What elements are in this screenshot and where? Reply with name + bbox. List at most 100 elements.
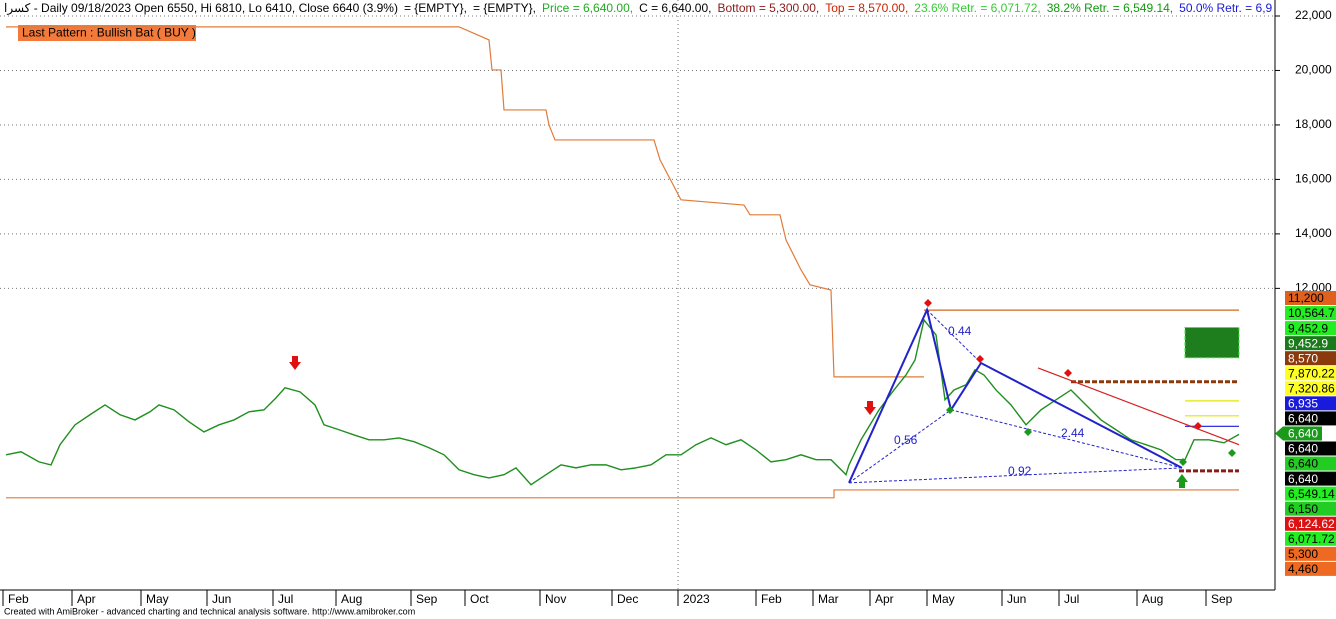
price-series	[6, 489, 1239, 499]
x-tick-label: Jun	[212, 592, 231, 606]
header: كسرا - Daily 09/18/2023 Open 6550, Hi 68…	[4, 1, 1272, 16]
pattern-label: Last Pattern : Bullish Bat ( BUY )	[22, 26, 196, 40]
price-label-text: 6,640	[1288, 442, 1318, 456]
price-label	[1285, 321, 1336, 336]
pivot-diamond	[1064, 369, 1072, 377]
ratio-label: 0.44	[948, 324, 972, 338]
price-label	[1285, 381, 1336, 396]
x-tick-label: Sep	[416, 592, 438, 606]
price-label-text: 7,870.22	[1288, 366, 1335, 380]
pattern-ratio-line	[926, 309, 982, 364]
trendline	[1037, 367, 1240, 446]
footer: Created with AmiBroker - advanced charti…	[4, 606, 415, 616]
y-tick-label: 16,000	[1295, 172, 1332, 186]
ratio-label: 0.92	[1008, 464, 1032, 478]
price-label-text: 9,452.9	[1288, 336, 1328, 350]
price-label	[1285, 306, 1336, 321]
price-label	[1285, 456, 1336, 471]
y-tick-label: 14,000	[1295, 226, 1332, 240]
header-part: 38.2% Retr. = 6,549.14,	[1046, 1, 1174, 15]
price-label-text: 6,071.72	[1288, 532, 1335, 546]
price-series	[5, 318, 1240, 486]
target-zone	[1184, 326, 1240, 359]
x-tick-label: 2023	[683, 592, 710, 606]
x-tick-label: Sep	[1211, 592, 1233, 606]
price-label	[1285, 546, 1336, 561]
x-tick-label: May	[932, 592, 955, 606]
ratio-label: 0.56	[894, 433, 918, 447]
price-label	[1285, 471, 1336, 486]
x-tick-label: Aug	[341, 592, 362, 606]
y-tick-label: 18,000	[1295, 117, 1332, 131]
x-tick-label: May	[146, 592, 169, 606]
buy-arrow	[1176, 474, 1188, 488]
x-tick-label: Jun	[1007, 592, 1026, 606]
x-tick-label: Jul	[278, 592, 293, 606]
pattern-ratio-line	[848, 467, 1183, 484]
pivot-diamond	[976, 355, 984, 363]
pattern-ratio-line	[848, 409, 952, 484]
x-tick-label: Oct	[470, 592, 489, 606]
price-label	[1285, 561, 1336, 576]
header-part: Bottom = 5,300.00,	[717, 1, 820, 15]
price-label	[1285, 336, 1336, 351]
price-label	[1285, 411, 1336, 426]
pivot-diamond	[924, 299, 932, 307]
price-label-text: 5,300	[1288, 547, 1318, 561]
price-label	[1285, 366, 1336, 381]
header-part: 50.0% Retr. = 6,935	[1179, 1, 1272, 15]
header-part: C = 6,640.00,	[639, 1, 712, 15]
header-part: = {EMPTY},	[403, 1, 467, 15]
price-series	[6, 26, 924, 378]
x-tick-label: Dec	[617, 592, 638, 606]
ratio-label: 2.44	[1061, 426, 1085, 440]
y-tick-label: 22,000	[1295, 8, 1332, 22]
price-label-text: 6,124.62	[1288, 517, 1335, 531]
price-label	[1285, 486, 1336, 501]
x-tick-label: Jul	[1064, 592, 1079, 606]
price-label	[1285, 441, 1336, 456]
pivot-diamond	[1024, 428, 1032, 436]
pivot-diamond	[1194, 422, 1202, 430]
signal-markers	[289, 299, 1236, 488]
price-label-text: 9,452.9	[1288, 321, 1328, 335]
y-tick-label: 20,000	[1295, 63, 1332, 77]
x-tick-label: Apr	[875, 592, 894, 606]
header-part: Price = 6,640.00,	[542, 1, 634, 15]
price-label-text: 6,640	[1288, 412, 1318, 426]
pattern-leg	[848, 306, 1183, 484]
pivot-diamond	[1179, 458, 1187, 466]
header-part: = {EMPTY},	[472, 1, 537, 15]
x-tick-label: Feb	[8, 592, 29, 606]
pattern-label-box	[18, 25, 196, 41]
price-label-text: 6,640	[1288, 427, 1318, 441]
price-label-text: 6,935	[1288, 397, 1318, 411]
pivot-diamond	[946, 406, 954, 414]
header-part: كسرا - Daily 09/18/2023 Open 6550, Hi 68…	[4, 1, 398, 15]
sell-arrow	[289, 356, 301, 370]
price-label	[1275, 426, 1322, 441]
header-part: Top = 8,570.00,	[825, 1, 909, 15]
price-label-text: 6,150	[1288, 502, 1318, 516]
price-label-text: 8,570	[1288, 351, 1318, 365]
x-tick-label: Aug	[1142, 592, 1163, 606]
price-label	[1285, 531, 1336, 546]
x-tick-label: Apr	[77, 592, 96, 606]
price-label	[1285, 396, 1336, 411]
x-tick-label: Nov	[545, 592, 566, 606]
header-part: 23.6% Retr. = 6,071.72,	[914, 1, 1041, 15]
x-tick-label: Mar	[818, 592, 839, 606]
price-label-text: 7,320.86	[1288, 381, 1335, 395]
pivot-diamond	[1228, 449, 1236, 457]
price-label-text: 6,549.14	[1288, 487, 1335, 501]
price-label-text: 11,200	[1288, 291, 1324, 305]
price-label	[1285, 351, 1336, 366]
price-label-text: 6,640	[1288, 472, 1318, 486]
x-tick-label: Feb	[761, 592, 782, 606]
price-label	[1285, 501, 1336, 516]
price-label-text: 6,640	[1288, 457, 1318, 471]
price-label-text: 10,564.7	[1288, 306, 1335, 320]
sell-arrow	[864, 401, 876, 415]
